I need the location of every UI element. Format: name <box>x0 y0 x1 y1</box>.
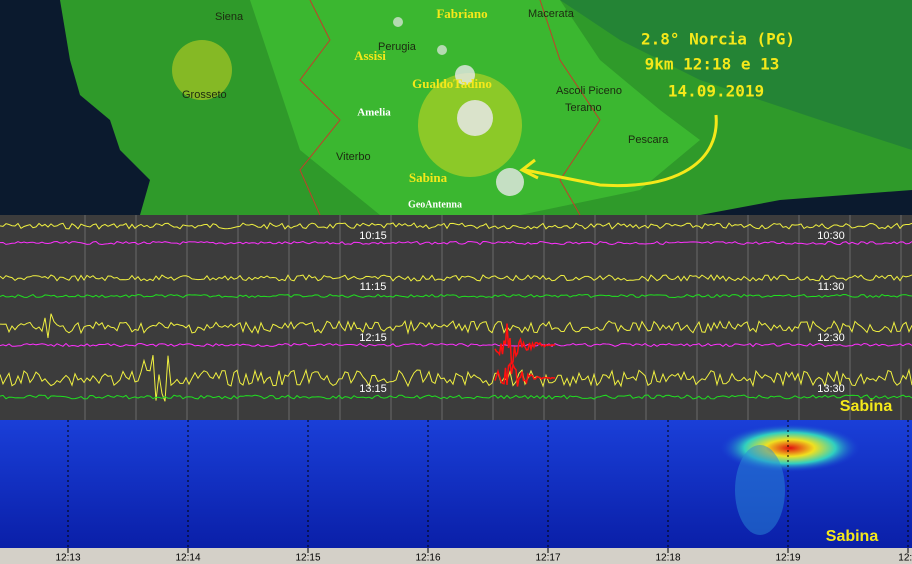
time-tick-label: 12:13 <box>55 553 80 564</box>
city-name: Viterbo <box>336 151 371 163</box>
border <box>299 0 341 216</box>
city-name: Teramo <box>565 102 602 114</box>
event-marker <box>393 17 403 27</box>
arrow-head <box>519 158 539 180</box>
trace-time-label: 12:15 <box>359 332 387 344</box>
trace <box>0 222 912 230</box>
trace <box>0 274 912 282</box>
trace-time-label: 11:30 <box>818 281 845 293</box>
event-marker <box>455 65 475 85</box>
arrow <box>524 114 718 188</box>
annotation-line: 9km 12:18 e 13 <box>645 55 780 74</box>
event-marker <box>457 100 493 136</box>
trace-time-label: 13:15 <box>359 383 387 395</box>
trace <box>0 293 912 299</box>
trace <box>0 394 912 400</box>
trace <box>0 342 912 348</box>
border <box>539 0 601 216</box>
event-marker <box>437 45 447 55</box>
event-trace <box>494 361 556 387</box>
time-tick-label: 12:17 <box>535 553 560 564</box>
city-name: Pescara <box>628 134 669 146</box>
seismogram-panel <box>0 215 912 420</box>
event-marker <box>496 168 524 196</box>
trace <box>0 313 912 339</box>
time-tick-label: 12:2 <box>898 553 912 564</box>
station-label: Sabina <box>826 528 879 545</box>
event-trace <box>494 323 556 366</box>
time-tick-label: 12:18 <box>655 553 680 564</box>
annotation-line: 2.8° Norcia (PG) <box>641 30 795 49</box>
time-tick-label: 12:19 <box>775 553 800 564</box>
adriatic-coast <box>560 0 912 150</box>
trace-time-label: 12:30 <box>817 332 845 344</box>
station-name: Amelia <box>357 107 391 119</box>
city-name: Ascoli Piceno <box>556 85 622 97</box>
trace-time-label: 10:30 <box>817 230 845 242</box>
station-name: GeoAntenna <box>408 199 462 210</box>
trace-time-label: 11:15 <box>360 281 387 293</box>
trace <box>0 240 912 246</box>
city-name: Grosseto <box>182 89 227 101</box>
city-name: Siena <box>215 11 244 23</box>
station-name: Fabriano <box>436 6 487 21</box>
time-axis <box>0 548 912 564</box>
event-circle <box>172 40 232 100</box>
city-name: Perugia <box>378 41 417 53</box>
station-label: Sabina <box>840 398 893 415</box>
time-tick-label: 12:16 <box>415 553 440 564</box>
time-tick-label: 12:15 <box>295 553 320 564</box>
station-name: Assisi <box>354 48 386 63</box>
station-name: Sabina <box>409 170 448 185</box>
annotation-line: 14.09.2019 <box>668 82 764 101</box>
city-name: Macerata <box>528 8 575 20</box>
spectrogram-energy <box>735 445 785 535</box>
trace <box>0 355 912 402</box>
station-name: GualdoTadino <box>412 76 492 91</box>
trace-time-label: 13:30 <box>817 383 845 395</box>
time-tick-label: 12:14 <box>175 553 200 564</box>
trace-time-label: 10:15 <box>359 230 387 242</box>
